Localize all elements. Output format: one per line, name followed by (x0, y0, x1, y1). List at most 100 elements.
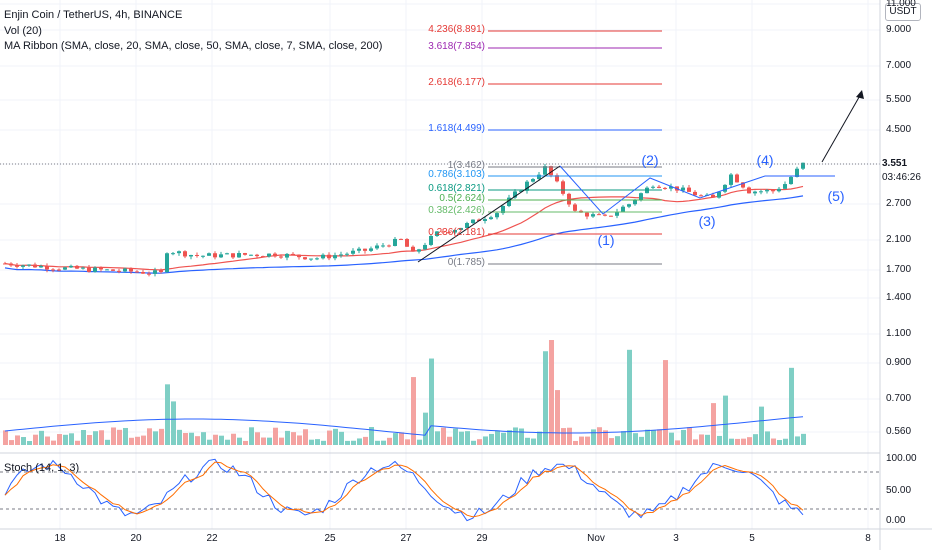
volume-bar (681, 429, 686, 445)
candle-body (51, 269, 55, 271)
volume-bar (699, 434, 704, 445)
stoch-tick: 0.00 (886, 515, 906, 526)
volume-bar (111, 427, 116, 445)
ma-fast-line (4, 185, 804, 271)
candle-body (117, 270, 121, 272)
volume-bar (735, 438, 740, 445)
candle-body (801, 162, 805, 169)
candle-body (69, 265, 73, 268)
volume-bar (51, 440, 56, 445)
volume-bar (513, 427, 518, 445)
candle-body (615, 211, 619, 216)
symbol-title[interactable]: Enjin Coin / TetherUS, 4h, BINANCE (4, 9, 183, 21)
volume-bar (777, 440, 782, 445)
volume-bar (687, 427, 692, 445)
ma-ribbon-legend[interactable]: MA Ribbon (SMA, close, 20, SMA, close, 5… (4, 40, 383, 52)
volume-bar (603, 430, 608, 445)
candle-body (195, 254, 199, 256)
candle-body (147, 273, 151, 275)
candle-body (789, 176, 793, 185)
candle-body (357, 248, 361, 251)
volume-bar (753, 434, 758, 445)
trend-line (417, 165, 561, 263)
candle-body (405, 238, 409, 247)
wave-label: (2) (641, 152, 659, 168)
candle-body (201, 255, 205, 257)
candle-body (693, 191, 697, 196)
candle-body (651, 186, 655, 188)
candle-body (759, 191, 763, 193)
candle-body (393, 238, 397, 246)
volume-bar (207, 439, 212, 445)
volume-bar (117, 429, 122, 445)
candle-body (261, 256, 265, 258)
volume-bar (801, 433, 806, 445)
candle-body (189, 254, 193, 257)
candle-body (321, 254, 325, 259)
volume-bar (153, 431, 158, 445)
candle-body (27, 264, 31, 266)
stoch-k-line (4, 458, 804, 522)
volume-bar (417, 439, 422, 445)
candle-body (411, 246, 415, 252)
wave-label: (3) (698, 213, 716, 229)
volume-bar (591, 429, 596, 445)
wave-zigzag (559, 165, 806, 215)
currency-badge[interactable]: USDT (885, 3, 921, 21)
volume-bar (579, 436, 584, 445)
volume-bar (381, 440, 386, 445)
candle-body (345, 253, 349, 255)
candle-body (111, 269, 115, 271)
volume-bar (489, 433, 494, 445)
fib-level-label: 0.5(2.624) (439, 193, 485, 204)
volume-legend[interactable]: Vol (20) (4, 25, 42, 37)
candle-body (141, 271, 145, 274)
candle-body (33, 264, 37, 268)
candle-body (279, 256, 283, 258)
candle-body (63, 267, 67, 270)
candle-body (531, 179, 535, 182)
volume-bar (171, 401, 176, 445)
volume-bar (273, 427, 278, 445)
candle-body (291, 253, 295, 255)
price-tick: 1.400 (886, 292, 912, 303)
candle-body (771, 190, 775, 192)
candle-body (297, 254, 301, 258)
fib-level-label: 4.236(8.891) (428, 24, 485, 35)
wave-label: (1) (597, 232, 615, 248)
candle-body (177, 251, 181, 254)
time-tick: 22 (206, 533, 218, 544)
candle-body (255, 254, 259, 257)
price-tick: 5.500 (886, 94, 912, 105)
candle-body (471, 219, 475, 224)
candle-body (135, 271, 139, 273)
volume-bar (759, 406, 764, 445)
candle-body (303, 257, 307, 260)
volume-bar (183, 432, 188, 445)
volume-bar (411, 377, 416, 445)
volume-bar (231, 433, 236, 445)
price-tick: 0.900 (886, 357, 912, 368)
candle-body (633, 199, 637, 205)
candle-body (219, 254, 223, 258)
candle-body (399, 238, 403, 240)
time-tick: 18 (54, 533, 66, 544)
volume-bar (651, 430, 656, 445)
volume-bar (57, 434, 62, 445)
volume-bar (69, 433, 74, 445)
candle-body (21, 265, 25, 267)
fib-level-label: 0.382(2.426) (428, 205, 485, 216)
volume-bar (771, 438, 776, 445)
candle-body (363, 248, 367, 251)
fib-level-label: 1(3.462) (447, 160, 485, 171)
stoch-legend[interactable]: Stoch (14, 1, 3) (4, 462, 80, 474)
volume-bar (465, 431, 470, 445)
candle-body (237, 253, 241, 258)
candle-body (657, 186, 661, 188)
volume-bar (693, 439, 698, 445)
price-tick: 9.000 (886, 24, 912, 35)
candle-body (489, 217, 493, 220)
candle-body (555, 175, 559, 182)
volume-bar (747, 437, 752, 445)
